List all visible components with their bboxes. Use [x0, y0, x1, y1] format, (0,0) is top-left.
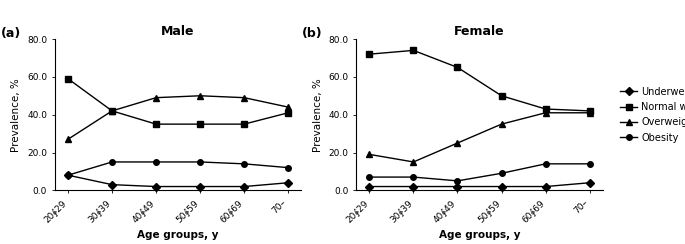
- Normal weight: [410, 49, 418, 52]
- X-axis label: Age groups, y: Age groups, y: [138, 230, 219, 240]
- Underweight: [64, 174, 72, 177]
- Overweight: [240, 96, 248, 99]
- Line: Underweight: Underweight: [65, 173, 291, 189]
- Overweight: [108, 109, 116, 112]
- Normal weight: [497, 94, 506, 97]
- Obesity: [152, 161, 160, 163]
- Obesity: [497, 172, 506, 175]
- X-axis label: Age groups, y: Age groups, y: [439, 230, 520, 240]
- Normal weight: [541, 108, 549, 111]
- Normal weight: [586, 109, 594, 112]
- Overweight: [586, 111, 594, 114]
- Obesity: [453, 179, 462, 182]
- Line: Underweight: Underweight: [366, 180, 593, 189]
- Title: Male: Male: [162, 25, 195, 38]
- Line: Obesity: Obesity: [65, 159, 291, 178]
- Underweight: [586, 181, 594, 184]
- Overweight: [453, 142, 462, 144]
- Normal weight: [64, 77, 72, 80]
- Overweight: [64, 138, 72, 141]
- Overweight: [196, 94, 204, 97]
- Obesity: [365, 176, 373, 179]
- Normal weight: [108, 109, 116, 112]
- Line: Overweight: Overweight: [65, 93, 291, 142]
- Line: Normal weight: Normal weight: [65, 76, 291, 127]
- Y-axis label: Prevalence, %: Prevalence, %: [12, 78, 21, 152]
- Line: Normal weight: Normal weight: [366, 48, 593, 114]
- Obesity: [541, 163, 549, 165]
- Overweight: [410, 161, 418, 163]
- Normal weight: [240, 123, 248, 126]
- Overweight: [365, 153, 373, 156]
- Underweight: [152, 185, 160, 188]
- Overweight: [284, 106, 292, 109]
- Underweight: [108, 183, 116, 186]
- Underweight: [196, 185, 204, 188]
- Underweight: [453, 185, 462, 188]
- Normal weight: [365, 53, 373, 56]
- Overweight: [152, 96, 160, 99]
- Y-axis label: Prevalence, %: Prevalence, %: [313, 78, 323, 152]
- Title: Female: Female: [454, 25, 505, 38]
- Underweight: [497, 185, 506, 188]
- Normal weight: [152, 123, 160, 126]
- Obesity: [284, 166, 292, 169]
- Obesity: [196, 161, 204, 163]
- Overweight: [497, 123, 506, 126]
- Obesity: [64, 174, 72, 177]
- Normal weight: [196, 123, 204, 126]
- Normal weight: [453, 66, 462, 69]
- Underweight: [240, 185, 248, 188]
- Obesity: [410, 176, 418, 179]
- Line: Overweight: Overweight: [366, 110, 593, 165]
- Normal weight: [284, 111, 292, 114]
- Obesity: [108, 161, 116, 163]
- Underweight: [541, 185, 549, 188]
- Obesity: [240, 163, 248, 165]
- Underweight: [410, 185, 418, 188]
- Overweight: [541, 111, 549, 114]
- Text: (a): (a): [1, 27, 21, 40]
- Text: (b): (b): [302, 27, 323, 40]
- Obesity: [586, 163, 594, 165]
- Legend: Underweight, Normal weight, Overweight, Obesity: Underweight, Normal weight, Overweight, …: [620, 87, 685, 143]
- Underweight: [284, 181, 292, 184]
- Underweight: [365, 185, 373, 188]
- Line: Obesity: Obesity: [366, 161, 593, 184]
